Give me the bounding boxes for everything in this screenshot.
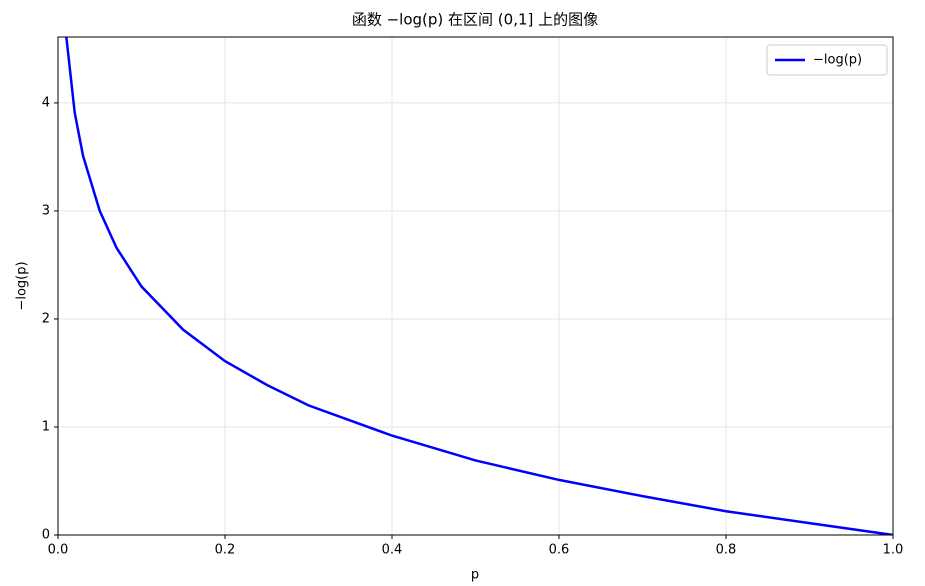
x-tick-label: 0.2 <box>215 543 236 558</box>
y-tick-label: 2 <box>42 311 50 326</box>
x-tick-label: 0.8 <box>716 543 737 558</box>
y-tick-label: 1 <box>42 419 50 434</box>
x-tick-label: 0.0 <box>48 543 69 558</box>
line-series <box>65 37 893 535</box>
y-tick-label: 0 <box>42 528 50 543</box>
chart-title: 函数 −log(p) 在区间 (0,1] 上的图像 <box>352 11 598 29</box>
x-tick-label: 0.4 <box>382 543 403 558</box>
y-tick-label: 4 <box>42 95 50 110</box>
legend-box <box>766 44 888 76</box>
x-tick-label: 1.0 <box>883 543 904 558</box>
x-axis-label: p <box>471 568 479 583</box>
plot-area <box>65 37 893 535</box>
axes-frame <box>57 36 894 536</box>
x-tick-label: 0.6 <box>549 543 570 558</box>
y-axis-label: −log(p) <box>15 261 30 310</box>
y-tick-label: 3 <box>42 203 50 218</box>
legend-label: −log(p) <box>813 53 862 68</box>
